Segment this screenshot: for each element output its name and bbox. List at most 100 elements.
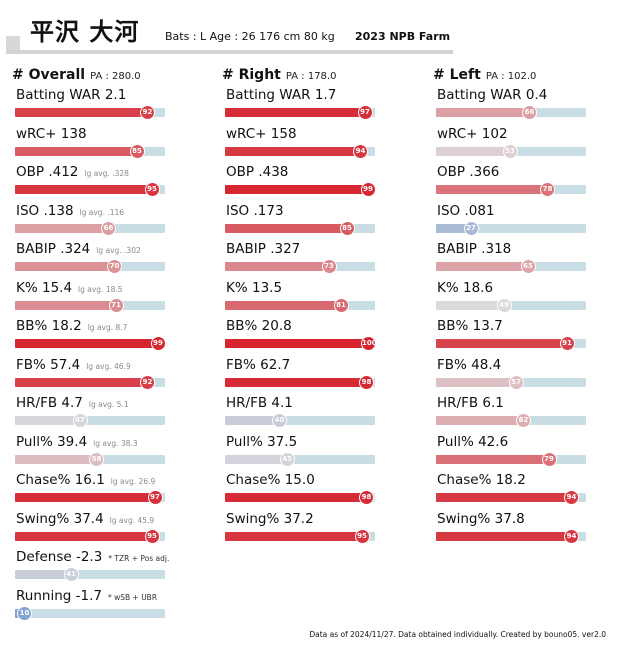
metric-row: ISO .081 27 — [433, 202, 620, 241]
percentile-marker: 97 — [147, 490, 163, 505]
percentile-marker: 85 — [129, 143, 145, 159]
metric-value: .318 — [481, 241, 512, 257]
metric-row: Swing% 37.2 95 — [222, 510, 412, 549]
percentile-bar — [15, 185, 158, 194]
percentile-marker: 27 — [463, 220, 479, 236]
column-right: # Right PA : 178.0 Batting WAR 1.7 97 wRC+ 1… — [222, 64, 412, 548]
percentile-marker: 98 — [359, 374, 374, 390]
percentile-track: 94 — [225, 143, 375, 159]
league-average: lg avg. 5.1 — [88, 400, 129, 409]
percentile-track: 98 — [225, 374, 375, 390]
metric-label-line: Pull% 39.4 lg avg. 38.3 — [16, 434, 138, 450]
metric-label-line: Chase% 18.2 — [437, 472, 526, 488]
metric-name: BB% — [226, 318, 258, 334]
metric-name: Swing% — [16, 510, 70, 527]
metric-label-line: Swing% 37.2 — [226, 511, 314, 527]
percentile-bar — [436, 108, 535, 117]
column-pa: PA : 178.0 — [285, 71, 337, 82]
metric-name: Swing% — [226, 510, 280, 527]
percentile-bar — [225, 416, 285, 425]
percentile-track: 45 — [225, 451, 375, 467]
percentile-track: 78 — [436, 182, 586, 197]
metric-value: .081 — [464, 202, 495, 219]
league-average: lg avg. .302 — [96, 246, 141, 255]
percentile-marker: 92 — [140, 105, 155, 120]
column-title: # Left — [433, 67, 481, 83]
percentile-track: 62 — [436, 413, 586, 428]
percentile-marker: 94 — [353, 143, 368, 159]
percentile-track: 65 — [436, 259, 586, 274]
percentile-bar — [436, 300, 510, 310]
metric-value: 18.2 — [495, 472, 526, 488]
percentile-track: 94 — [436, 490, 586, 505]
percentile-track: 95 — [15, 182, 165, 197]
percentile-bar — [225, 185, 374, 194]
metric-name: ISO — [16, 202, 40, 219]
metric-label-line: Running -1.7 * wSB + UBR — [16, 588, 157, 604]
percentile-track: 10 — [15, 605, 165, 621]
percentile-marker: 57 — [508, 374, 524, 390]
metric-label-line: Defense -2.3 * TZR + Pos adj. — [16, 549, 169, 565]
metric-value: 0.4 — [525, 87, 548, 103]
percentile-track: 41 — [15, 567, 165, 582]
metric-value: 16.1 — [74, 472, 105, 488]
metric-name: Batting WAR — [437, 87, 522, 103]
metric-value: 39.4 — [57, 433, 88, 450]
percentile-bar — [436, 531, 577, 541]
percentile-bar — [225, 223, 353, 233]
metric-row: Batting WAR 1.7 97 — [222, 86, 412, 125]
metric-row: K% 15.4 lg avg. 18.5 71 — [12, 279, 202, 318]
metric-label-line: Chase% 15.0 — [226, 472, 315, 488]
percentile-bar — [436, 454, 555, 464]
metric-value: 13.5 — [251, 279, 283, 296]
percentile-track: 66 — [436, 105, 586, 120]
metric-value: 37.2 — [283, 510, 314, 527]
percentile-track: 91 — [436, 336, 586, 351]
metric-name: Batting WAR — [16, 87, 101, 103]
metric-label-line: K% 18.6 — [437, 280, 493, 296]
metric-row: Swing% 37.4 lg avg. 45.9 95 — [12, 510, 202, 549]
league-average: lg avg. 45.9 — [109, 515, 155, 525]
percentile-track: 95 — [15, 528, 165, 544]
metric-name: K% — [16, 279, 38, 296]
metric-row: Chase% 16.1 lg avg. 26.9 97 — [12, 471, 202, 510]
percentile-marker: 40 — [272, 413, 287, 428]
percentile-marker: 94 — [564, 528, 579, 544]
metric-value: .327 — [270, 241, 301, 257]
metric-name: Chase% — [16, 472, 71, 488]
percentile-track: 40 — [225, 413, 375, 428]
metric-value: .366 — [469, 164, 500, 180]
percentile-marker: 49 — [496, 297, 512, 313]
column-overall: # Overall PA : 280.0 Batting WAR 2.1 92 wRC+… — [12, 64, 202, 625]
percentile-track: 85 — [15, 143, 165, 159]
metric-label-line: K% 13.5 — [226, 280, 282, 296]
metric-value: 4.1 — [271, 395, 293, 411]
metric-name: FB% — [437, 356, 467, 373]
metric-label-line: OBP .366 — [437, 164, 499, 180]
metric-row: Pull% 42.6 79 — [433, 433, 620, 472]
metric-value: 15.0 — [284, 472, 315, 488]
percentile-marker: 10 — [17, 605, 32, 621]
percentile-track: 53 — [436, 143, 586, 159]
metric-label-line: wRC+ 138 — [16, 126, 87, 142]
percentile-marker: 79 — [541, 451, 557, 467]
metric-label-line: Pull% 37.5 — [226, 434, 297, 450]
metric-name: wRC+ — [226, 125, 267, 142]
metric-row: ISO .173 85 — [222, 202, 412, 241]
metric-label-line: K% 15.4 lg avg. 18.5 — [16, 280, 123, 296]
league-average: lg avg. .116 — [79, 207, 125, 217]
metric-value: .138 — [43, 202, 74, 219]
metric-label-line: HR/FB 4.7 lg avg. 5.1 — [16, 395, 129, 411]
league-average: lg avg. 18.5 — [78, 284, 123, 294]
metric-value: 37.8 — [494, 510, 525, 527]
metric-row: HR/FB 6.1 62 — [433, 394, 620, 433]
percentile-bar — [436, 493, 577, 502]
metric-row: wRC+ 158 94 — [222, 125, 412, 164]
metric-row: Swing% 37.8 94 — [433, 510, 620, 549]
metric-row: Pull% 39.4 lg avg. 38.3 58 — [12, 433, 202, 472]
metric-label-line: Pull% 42.6 — [437, 434, 508, 450]
metric-row: Batting WAR 0.4 66 — [433, 86, 620, 125]
metric-name: Pull% — [437, 433, 474, 450]
percentile-bar — [15, 531, 158, 541]
metric-value: 57.4 — [50, 356, 81, 373]
